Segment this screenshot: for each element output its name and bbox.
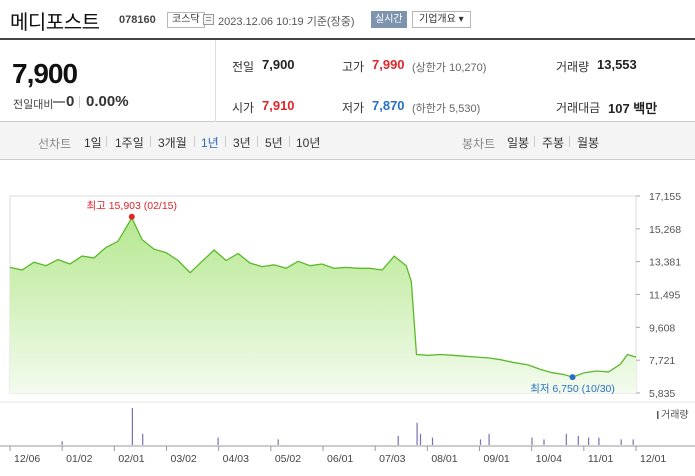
chart-period-tabs: 선차트 1일 1주일 3개월 1년 3년 5년 10년 봉차트 일봉 주봉 월봉 [0, 122, 695, 160]
stock-code: 078160 [119, 14, 156, 26]
open-value: 7,910 [262, 98, 295, 113]
tab-1d[interactable]: 1일 [84, 136, 102, 150]
x-tick-label: 01/02 [66, 453, 92, 465]
divider [569, 136, 570, 147]
divider [534, 136, 535, 147]
volume-bar [131, 408, 133, 445]
x-tick-label: 10/04 [536, 453, 562, 465]
volume-bar [632, 439, 634, 445]
candle-chart-label: 봉차트 [462, 137, 496, 151]
divider [257, 136, 258, 147]
low-marker [569, 374, 576, 381]
y-tick-label: 13,381 [649, 257, 681, 269]
lower-limit: (하한가 5,530) [412, 103, 481, 115]
y-tick-label: 5,835 [649, 388, 675, 400]
tab-weekly[interactable]: 주봉 [542, 136, 565, 150]
divider [215, 40, 216, 124]
x-tick-label: 05/02 [275, 453, 301, 465]
volume-bar [479, 439, 482, 445]
tab-10y[interactable]: 10년 [296, 136, 321, 150]
low-value: 7,870 [372, 98, 405, 113]
amount-value: 107 백만 [608, 101, 658, 116]
volume-bar [419, 433, 422, 445]
price-line [9, 216, 637, 378]
tab-5y[interactable]: 5년 [265, 136, 283, 150]
stock-header: 메디포스트 078160 코스닥 2023.12.06 10:19 기준(장중)… [0, 0, 695, 38]
upper-limit: (상한가 10,270) [412, 62, 487, 74]
high-annotation: 최고 15,903 (02/15) [86, 200, 177, 212]
company-info-button[interactable]: 기업개요 ▾ [412, 11, 471, 28]
low-annotation: 최저 6,750 (10/30) [530, 383, 615, 395]
y-tick-label: 17,155 [649, 191, 681, 203]
tab-monthly[interactable]: 월봉 [577, 136, 600, 150]
flat-change-icon [53, 101, 65, 103]
tab-3m[interactable]: 3개월 [158, 136, 187, 150]
prev-close-value: 7,900 [262, 57, 295, 72]
y-tick-label: 15,268 [649, 224, 681, 236]
x-tick-label: 02/01 [118, 453, 144, 465]
high-marker [128, 213, 135, 220]
x-tick-label: 03/02 [171, 453, 197, 465]
x-tick-label: 11/01 [588, 453, 614, 465]
divider [194, 136, 195, 147]
divider [289, 136, 290, 147]
volume-bar [431, 437, 434, 445]
price-chart: 17,15515,26813,38111,4959,6087,7215,835 … [0, 191, 695, 465]
x-tick-label: 07/03 [379, 453, 405, 465]
tab-1w[interactable]: 1주일 [115, 136, 144, 150]
volume-bar [565, 433, 567, 445]
market-badge: 코스닥 [167, 12, 205, 28]
volume-legend-label: 거래량 [661, 409, 689, 421]
y-tick-label: 11,495 [649, 290, 680, 302]
volume-label: 거래량 [556, 60, 590, 74]
volume-bar [61, 441, 63, 445]
tab-daily[interactable]: 일봉 [507, 136, 530, 150]
y-tick-label: 9,608 [649, 322, 675, 334]
open-label: 시가 [232, 101, 255, 115]
volume-bar [397, 435, 399, 446]
line-chart-label: 선차트 [38, 137, 72, 151]
x-tick-label: 09/01 [484, 453, 510, 465]
volume-bar [217, 437, 219, 445]
volume-bar [620, 439, 622, 445]
volume-bar [277, 439, 279, 445]
change-label: 전일대비 [13, 99, 54, 111]
realtime-badge[interactable]: 실시간 [371, 11, 407, 28]
x-tick-label: 12/01 [640, 453, 666, 465]
quote-datetime: 2023.12.06 10:19 기준(장중) [218, 16, 355, 28]
x-tick-label: 06/01 [327, 453, 353, 465]
price-summary: 7,900 전일대비 0 0.00% 전일 7,900 고가 7,990 (상한… [0, 38, 695, 124]
volume-legend-icon [657, 411, 659, 419]
x-tick-label: 04/03 [223, 453, 249, 465]
divider [79, 96, 80, 108]
volume-bar [531, 437, 533, 445]
tab-3y[interactable]: 3년 [233, 136, 251, 150]
volume-bar [588, 437, 590, 445]
high-value: 7,990 [372, 57, 405, 72]
volume-bar [598, 437, 600, 445]
divider [106, 136, 107, 147]
high-label: 고가 [342, 60, 365, 74]
x-tick-label: 08/01 [431, 453, 457, 465]
volume-bar [577, 435, 579, 446]
amount-label: 거래대금 [556, 101, 601, 115]
volume-value: 13,553 [597, 57, 637, 72]
volume-bar [142, 433, 144, 445]
tab-1y[interactable]: 1년 [201, 136, 219, 150]
change-value: 0 [66, 93, 75, 110]
volume-bar [543, 439, 545, 445]
volume-bar [416, 422, 418, 445]
volume-bar [488, 433, 490, 445]
change-percent: 0.00% [86, 93, 129, 110]
calendar-icon [203, 14, 214, 25]
low-label: 저가 [342, 101, 365, 115]
company-name: 메디포스트 [10, 12, 100, 34]
divider [150, 136, 151, 147]
current-price: 7,900 [12, 58, 78, 89]
divider [225, 136, 226, 147]
y-tick-label: 7,721 [649, 355, 675, 367]
x-tick-label: 12/06 [14, 453, 40, 465]
price-area [10, 217, 636, 393]
prev-close-label: 전일 [232, 60, 255, 74]
